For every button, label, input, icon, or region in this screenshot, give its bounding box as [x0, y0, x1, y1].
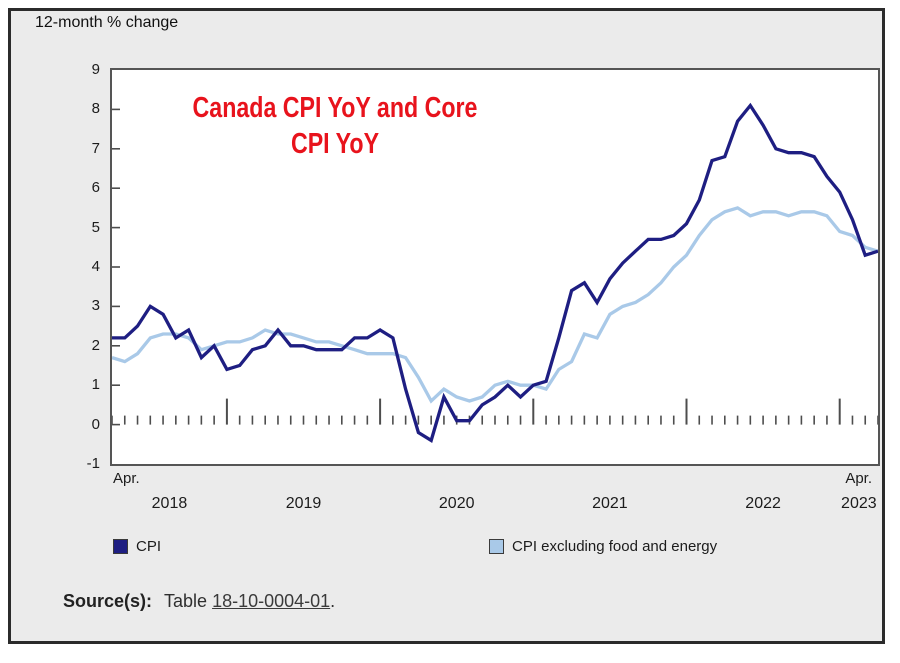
annotation-line-1: Canada CPI YoY and Core [192, 92, 478, 124]
legend-item-core-cpi: CPI excluding food and energy [489, 538, 717, 555]
source-text-prefix: Table [164, 591, 213, 611]
cpi-legend-label: CPI [136, 538, 162, 555]
core-cpi-legend-label: CPI excluding food and energy [512, 538, 718, 555]
y-axis-label: 7 [91, 139, 100, 157]
x-axis-apr-right-label: Apr. [845, 470, 872, 487]
y-axis-label: 3 [91, 297, 100, 315]
year-label: 2018 [151, 495, 188, 512]
cpi-line [112, 102, 878, 443]
annotation-line-2: CPI YoY [290, 128, 380, 160]
source-text-suffix: . [330, 591, 336, 611]
core-cpi-legend-swatch [489, 539, 504, 554]
legend-item-cpi: CPI [113, 538, 161, 555]
x-axis-apr-left-label: Apr. [113, 470, 140, 487]
plot-area [110, 68, 880, 466]
legend: CPI CPI excluding food and energy [0, 538, 900, 560]
y-axis-label: 2 [91, 336, 100, 354]
core-cpi-line [112, 206, 878, 404]
year-label: 2022 [745, 495, 781, 512]
source-row: Source(s): Table 18-10-0004-01. [63, 591, 335, 612]
year-label: 2023 [841, 495, 877, 512]
y-axis-label: 1 [91, 376, 100, 394]
y-axis-label: 0 [91, 415, 100, 433]
year-label: 2021 [592, 495, 628, 512]
y-axis-label: 6 [91, 179, 100, 197]
cpi-legend-swatch [113, 539, 128, 554]
chart-svg [112, 102, 878, 443]
year-label: 2019 [285, 495, 322, 512]
source-table-link[interactable]: 18-10-0004-01 [212, 591, 331, 611]
y-axis-label: 8 [91, 100, 100, 118]
chart-heading: 12-month % change [35, 14, 179, 31]
year-label: 2020 [438, 495, 475, 512]
source-label: Source(s): [63, 591, 153, 611]
chart-annotation: Canada CPI YoY and Core CPI YoY [187, 90, 483, 162]
y-axis-label: 9 [91, 61, 100, 78]
y-axis-label: 5 [91, 218, 100, 236]
y-axis-label: -1 [86, 455, 100, 472]
y-axis-label: 4 [91, 258, 100, 275]
